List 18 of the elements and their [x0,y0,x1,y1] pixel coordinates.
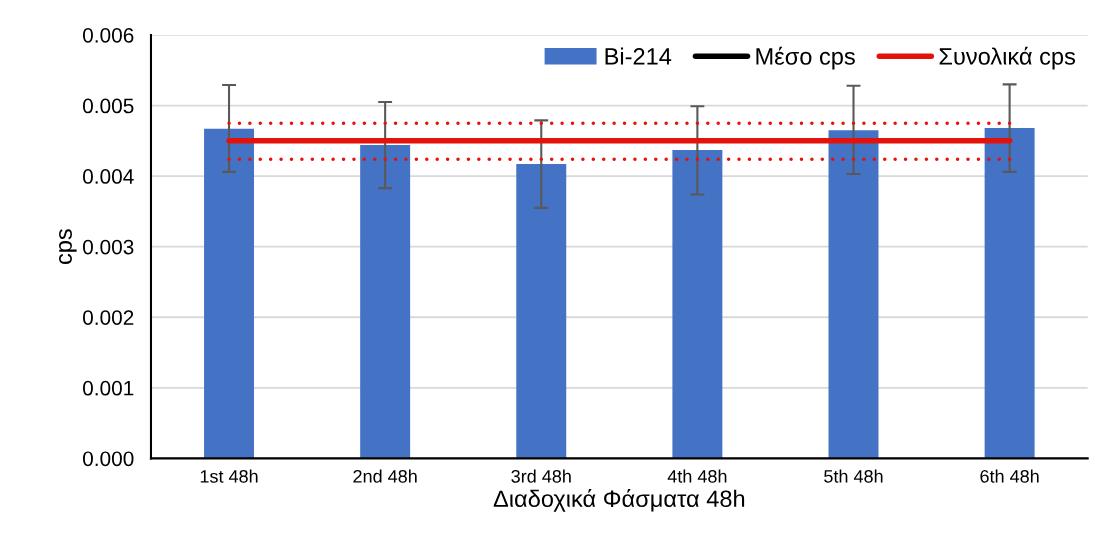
x-tick-label: 3rd 48h [511,469,571,483]
x-tick-label: 4th 48h [667,469,727,483]
y-axis-title: cps [59,229,77,265]
y-tick-label: 0.005 [82,98,134,114]
y-tick-label: 0.001 [82,380,134,396]
x-axis-title: Διαδοχικά Φάσματα 48h [493,489,745,512]
legend-label: Συνολικά cps [939,46,1076,70]
x-tick-label: 2nd 48h [353,469,417,483]
y-tick-label: 0.002 [82,310,134,325]
y-tick-label: 0.004 [82,169,134,184]
legend-label: Bi-214 [605,47,672,65]
y-tick-label: 0.000 [82,451,134,467]
x-tick-label: 6th 48h [980,469,1039,483]
x-tick-label: 1st 48h [200,469,258,483]
y-tick-label: 0.003 [82,239,134,255]
legend-label: Μέσο cps [756,46,855,70]
y-tick-label: 0.006 [82,27,134,43]
x-tick-label: 5th 48h [824,469,883,483]
